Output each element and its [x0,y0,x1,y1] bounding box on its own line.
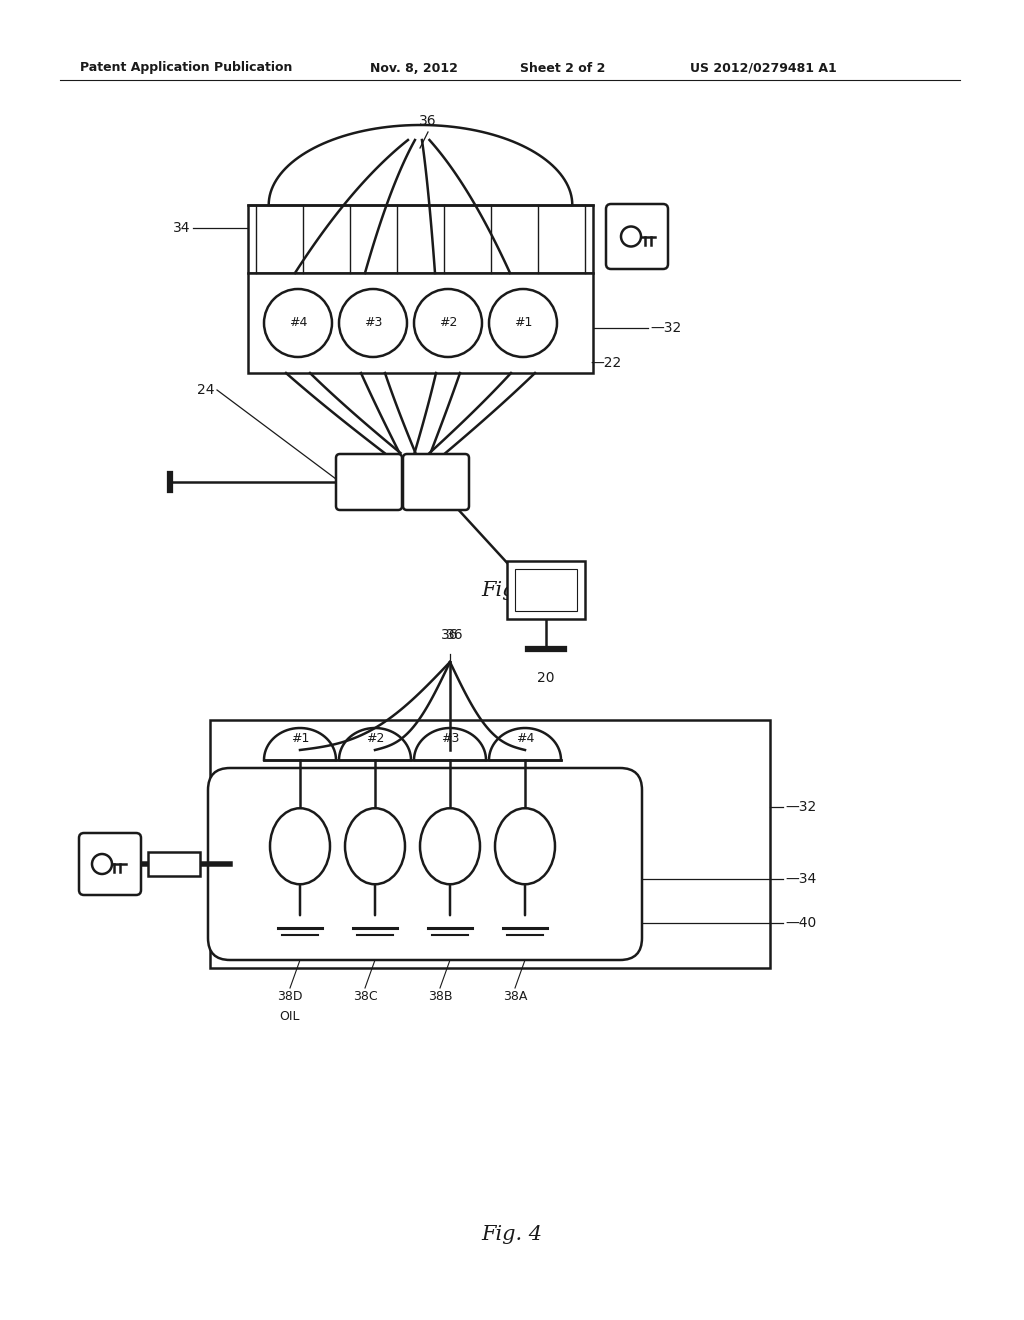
Bar [148,851,200,876]
Polygon shape [264,729,336,760]
Text: 36: 36 [446,628,464,642]
Text: #2: #2 [439,317,457,330]
Text: Sheet 2 of 2: Sheet 2 of 2 [520,62,605,74]
Text: US 2012/0279481 A1: US 2012/0279481 A1 [690,62,837,74]
Text: 36: 36 [419,114,437,128]
Text: OIL: OIL [280,1010,300,1023]
Text: —32: —32 [785,800,816,814]
Text: 38C: 38C [352,990,377,1003]
Text: #2: #2 [366,733,384,744]
Ellipse shape [495,808,555,884]
Text: —40: —40 [785,916,816,931]
Text: #4: #4 [289,317,307,330]
Text: #3: #3 [440,733,459,744]
Polygon shape [248,125,593,205]
Text: 38B: 38B [428,990,453,1003]
Bar [248,205,593,273]
Text: 38D: 38D [278,990,303,1003]
Text: #3: #3 [364,317,382,330]
Ellipse shape [420,808,480,884]
FancyBboxPatch shape [336,454,402,510]
Polygon shape [339,729,411,760]
FancyBboxPatch shape [606,205,668,269]
Text: Fig. 3: Fig. 3 [481,581,543,599]
Text: —22: —22 [590,356,622,370]
Text: #1: #1 [514,317,532,330]
Text: —34: —34 [785,871,816,886]
Text: 36: 36 [441,628,459,642]
Text: 38A: 38A [503,990,527,1003]
Polygon shape [414,729,486,760]
FancyBboxPatch shape [403,454,469,510]
Bar [210,719,770,968]
Bar [248,273,593,374]
Ellipse shape [270,808,330,884]
Text: 24: 24 [198,383,215,397]
Text: —32: —32 [650,321,681,335]
Bar [507,561,585,619]
Text: Patent Application Publication: Patent Application Publication [80,62,293,74]
FancyBboxPatch shape [79,833,141,895]
Text: 34: 34 [172,220,190,235]
Text: #4: #4 [516,733,535,744]
FancyBboxPatch shape [208,768,642,960]
Text: 20: 20 [538,671,555,685]
Text: Nov. 8, 2012: Nov. 8, 2012 [370,62,458,74]
Ellipse shape [345,808,406,884]
Bar [515,569,577,611]
Polygon shape [489,729,561,760]
Text: #1: #1 [291,733,309,744]
Text: Fig. 4: Fig. 4 [481,1225,543,1245]
